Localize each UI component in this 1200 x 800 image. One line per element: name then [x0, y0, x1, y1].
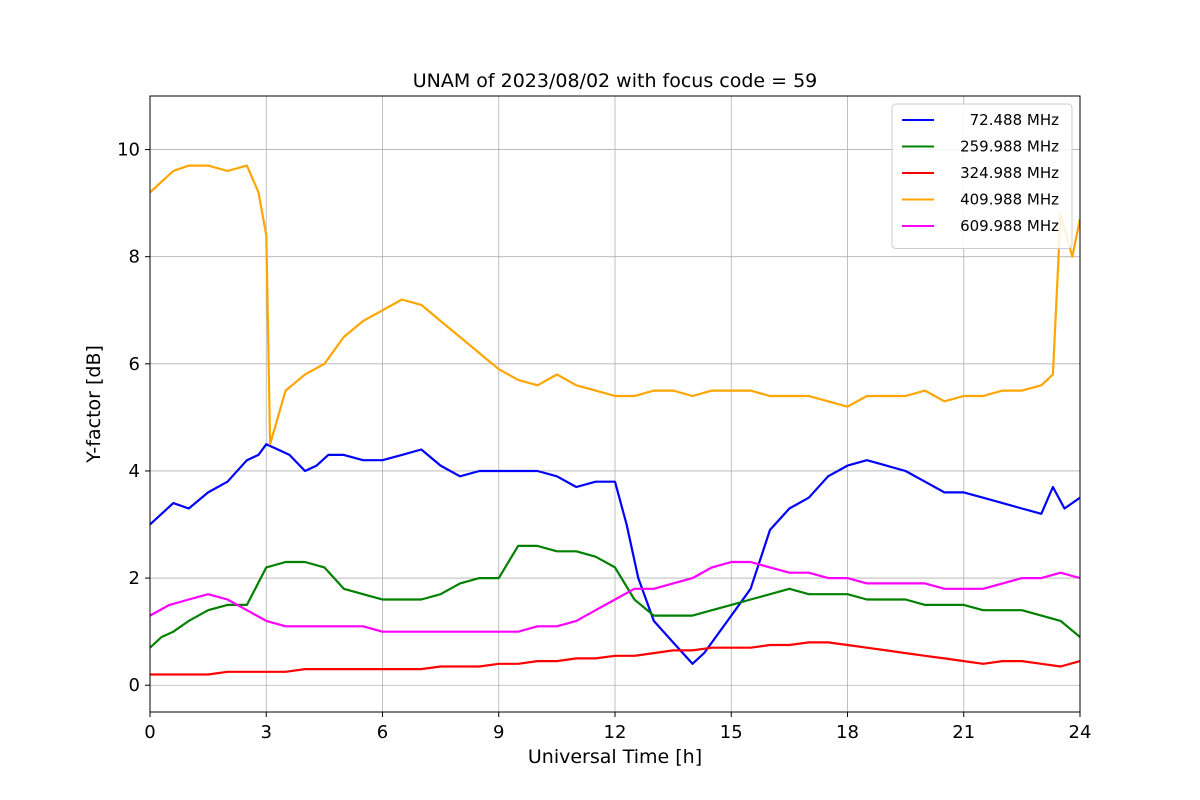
series-line-3 [150, 164, 1080, 446]
x-tick-label: 6 [377, 722, 388, 743]
legend-label: 324.988 MHz [960, 164, 1059, 182]
series-line-1 [150, 544, 1080, 649]
x-tick-label: 0 [144, 722, 155, 743]
x-tick-label: 12 [604, 722, 627, 743]
x-ticks: 0 3 6 9 12 15 18 21 24 [144, 712, 1091, 743]
y-tick-label: 6 [129, 354, 140, 375]
x-tick-label: 9 [493, 722, 504, 743]
x-tick-label: 3 [261, 722, 272, 743]
legend-label: 409.988 MHz [960, 191, 1059, 209]
series-line-0 [150, 443, 1080, 665]
y-tick-label: 8 [129, 247, 140, 268]
x-tick-label: 24 [1069, 722, 1092, 743]
x-axis-label: Universal Time [h] [528, 746, 702, 768]
x-tick-label: 21 [952, 722, 975, 743]
series-line-2 [150, 641, 1080, 676]
y-tick-label: 10 [117, 140, 140, 161]
x-tick-label: 15 [720, 722, 743, 743]
y-axis-label: Y-factor [dB] [83, 345, 105, 464]
y-ticks: 0 2 4 6 8 10 [117, 140, 150, 696]
legend-label: 609.988 MHz [960, 217, 1059, 235]
legend: 72.488 MHz 259.988 MHz 324.988 MHz 409.988 … [891, 103, 1073, 249]
chart-title: UNAM of 2023/08/02 with focus code = 59 [413, 70, 818, 92]
legend-label: 72.488 MHz [970, 111, 1059, 129]
series-line-4 [150, 560, 1080, 633]
x-tick-label: 18 [836, 722, 859, 743]
y-tick-label: 2 [129, 568, 140, 589]
series-layer [150, 164, 1080, 676]
legend-label: 259.988 MHz [960, 138, 1059, 156]
y-tick-label: 0 [129, 675, 140, 696]
legend-box [891, 103, 1073, 249]
y-tick-label: 4 [129, 461, 140, 482]
